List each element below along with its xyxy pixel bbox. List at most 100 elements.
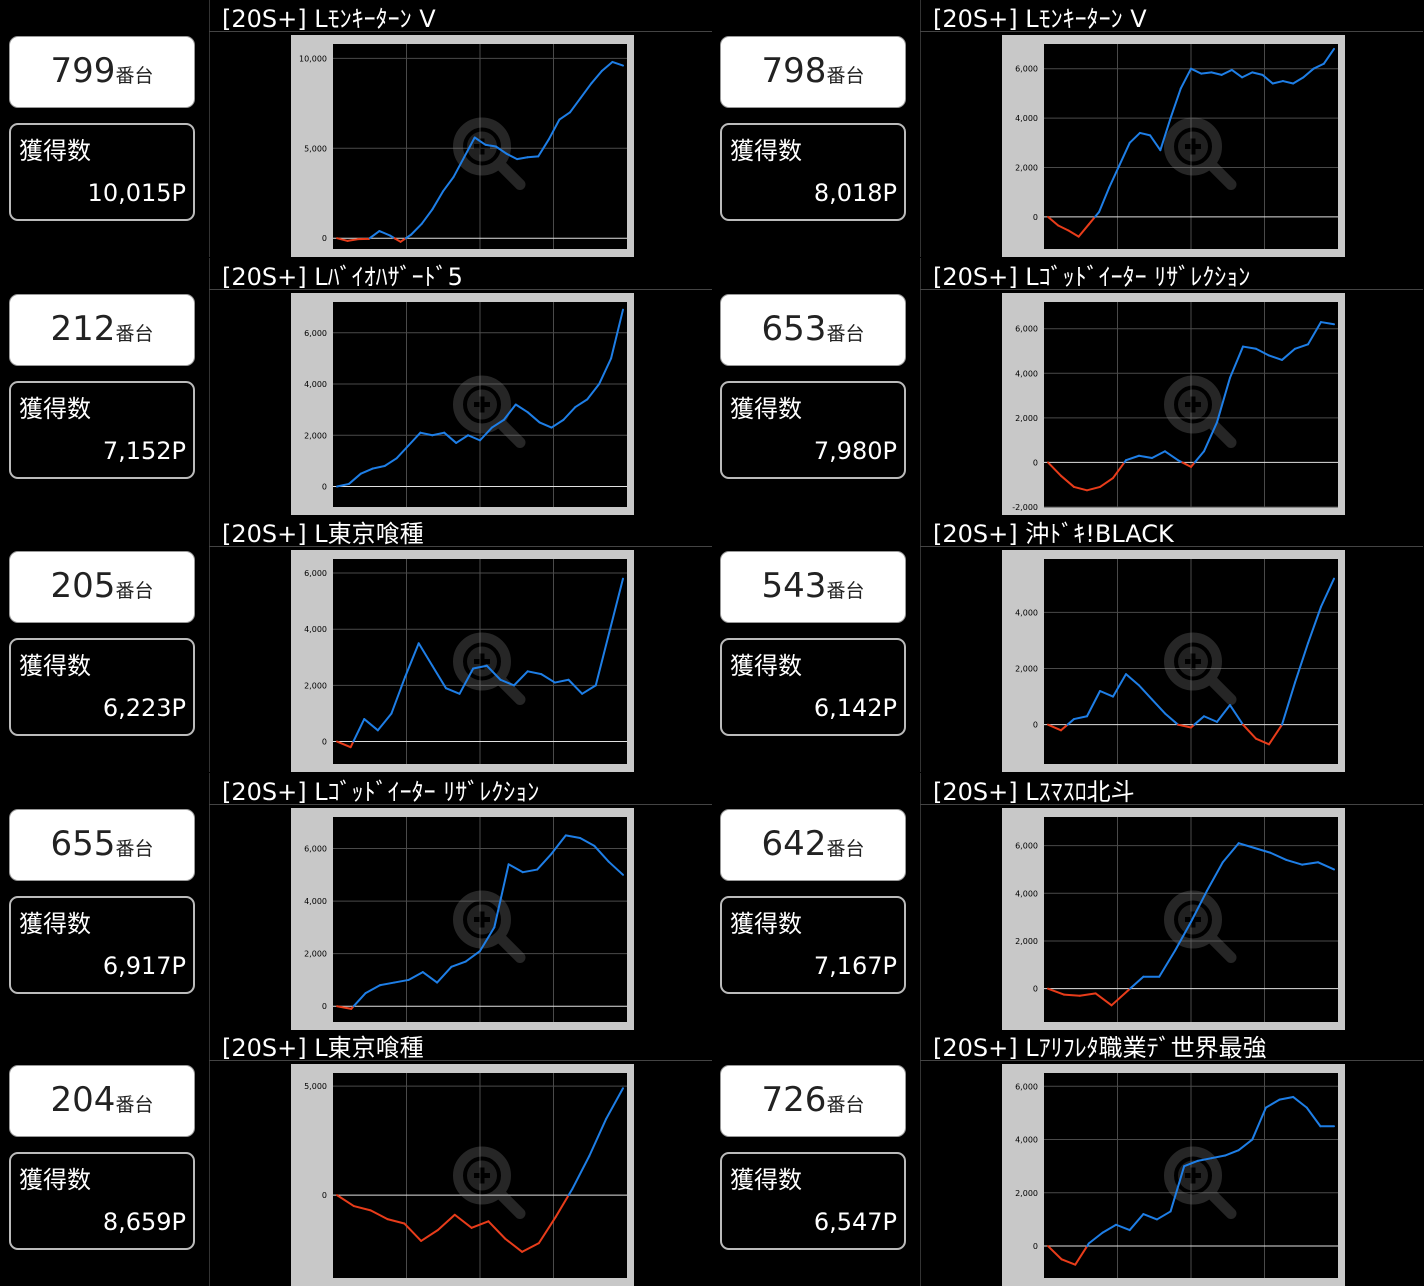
machine-number-box[interactable]: 653 番台 (720, 294, 906, 366)
points-value: 7,152P (103, 437, 186, 465)
points-label: 獲得数 (730, 131, 802, 166)
points-value: 8,659P (103, 1208, 186, 1236)
divider (209, 515, 210, 772)
y-tick-label: 2,000 (304, 681, 327, 690)
y-tick-label: 6,000 (1015, 325, 1038, 334)
y-tick-label: 0 (322, 1002, 327, 1011)
y-tick-label: 4,000 (1015, 889, 1038, 898)
points-box: 獲得数 6,223P (9, 638, 195, 736)
points-label: 獲得数 (730, 904, 802, 939)
machine-number-box[interactable]: 655 番台 (9, 809, 195, 881)
y-tick-label: 2,000 (1015, 1189, 1038, 1198)
divider (209, 773, 210, 1030)
divider (920, 0, 921, 257)
points-value: 10,015P (88, 179, 186, 207)
machine-title: [20S+] Lﾓﾝｷｰﾀｰﾝ V (222, 0, 436, 34)
points-label: 獲得数 (730, 646, 802, 681)
points-box: 獲得数 7,152P (9, 381, 195, 479)
points-box: 獲得数 7,167P (720, 896, 906, 994)
machine-number-suffix: 番台 (115, 576, 153, 603)
machine-number-box[interactable]: 204 番台 (9, 1065, 195, 1137)
y-tick-label: 2,000 (1015, 937, 1038, 946)
graph[interactable]: 0 5,000 10,000 (291, 35, 634, 257)
machine-title: [20S+] L東京喰種 (222, 514, 424, 549)
y-tick-label: 4,000 (304, 897, 327, 906)
points-label: 獲得数 (19, 389, 91, 424)
machine-number-box[interactable]: 642 番台 (720, 809, 906, 881)
y-tick-label: 4,000 (304, 625, 327, 634)
points-label: 獲得数 (19, 1160, 91, 1195)
machine-title: [20S+] Lｺﾞｯﾄﾞｲｰﾀｰ ﾘｻﾞﾚｸｼｮﾝ (933, 257, 1250, 292)
y-tick-label: 0 (1033, 213, 1038, 222)
divider (209, 1029, 210, 1286)
divider (920, 773, 921, 1030)
divider (209, 258, 210, 515)
y-tick-label: 6,000 (304, 569, 327, 578)
points-box: 獲得数 6,142P (720, 638, 906, 736)
y-tick-label: 0 (322, 234, 327, 243)
points-value: 6,917P (103, 952, 186, 980)
machine-number-suffix: 番台 (826, 576, 864, 603)
series-segment (528, 156, 539, 157)
machine-number-suffix: 番台 (115, 61, 153, 88)
machine-number: 543 (762, 566, 827, 606)
machine-number: 212 (51, 309, 116, 349)
machine-number: 205 (51, 566, 116, 606)
machine-card: 726 番台 獲得数 6,547P [20S+] Lｱﾘﾌﾚﾀ職業ﾃﾞ世界最強 … (720, 1029, 1424, 1286)
divider (920, 515, 921, 772)
machine-number-box[interactable]: 543 番台 (720, 551, 906, 623)
machine-number: 798 (762, 51, 827, 91)
machine-number-suffix: 番台 (115, 1090, 153, 1117)
machine-number: 653 (762, 309, 827, 349)
machine-number-suffix: 番台 (115, 319, 153, 346)
points-value: 7,167P (814, 952, 897, 980)
y-tick-label: 10,000 (299, 54, 327, 63)
machine-number-box[interactable]: 799 番台 (9, 36, 195, 108)
divider (920, 1029, 921, 1286)
points-box: 獲得数 6,547P (720, 1152, 906, 1250)
points-box: 獲得数 7,980P (720, 381, 906, 479)
machine-number-box[interactable]: 726 番台 (720, 1065, 906, 1137)
y-tick-label: 6,000 (304, 845, 327, 854)
y-tick-label: 6,000 (304, 329, 327, 338)
y-tick-label: 2,000 (1015, 665, 1038, 674)
machine-title: [20S+] Lｽﾏｽﾛ北斗 (933, 772, 1135, 807)
y-tick-label: 0 (322, 1191, 327, 1200)
machine-number-suffix: 番台 (826, 1090, 864, 1117)
machine-number: 655 (51, 824, 116, 864)
machine-number-box[interactable]: 212 番台 (9, 294, 195, 366)
machine-number-box[interactable]: 798 番台 (720, 36, 906, 108)
y-tick-label: 5,000 (304, 144, 327, 153)
divider (209, 0, 210, 257)
machine-number: 642 (762, 824, 827, 864)
y-tick-label: 4,000 (304, 380, 327, 389)
points-value: 6,547P (814, 1208, 897, 1236)
machine-number-box[interactable]: 205 番台 (9, 551, 195, 623)
machine-title: [20S+] Lｱﾘﾌﾚﾀ職業ﾃﾞ世界最強 (933, 1028, 1267, 1063)
points-label: 獲得数 (730, 389, 802, 424)
divider (920, 258, 921, 515)
machine-number-suffix: 番台 (826, 834, 864, 861)
points-label: 獲得数 (730, 1160, 802, 1195)
slump-chart: 05,000 (291, 1064, 634, 1286)
y-tick-label: 0 (322, 483, 327, 492)
y-tick-label: 6,000 (1015, 1082, 1038, 1091)
machine-number: 204 (51, 1080, 116, 1120)
